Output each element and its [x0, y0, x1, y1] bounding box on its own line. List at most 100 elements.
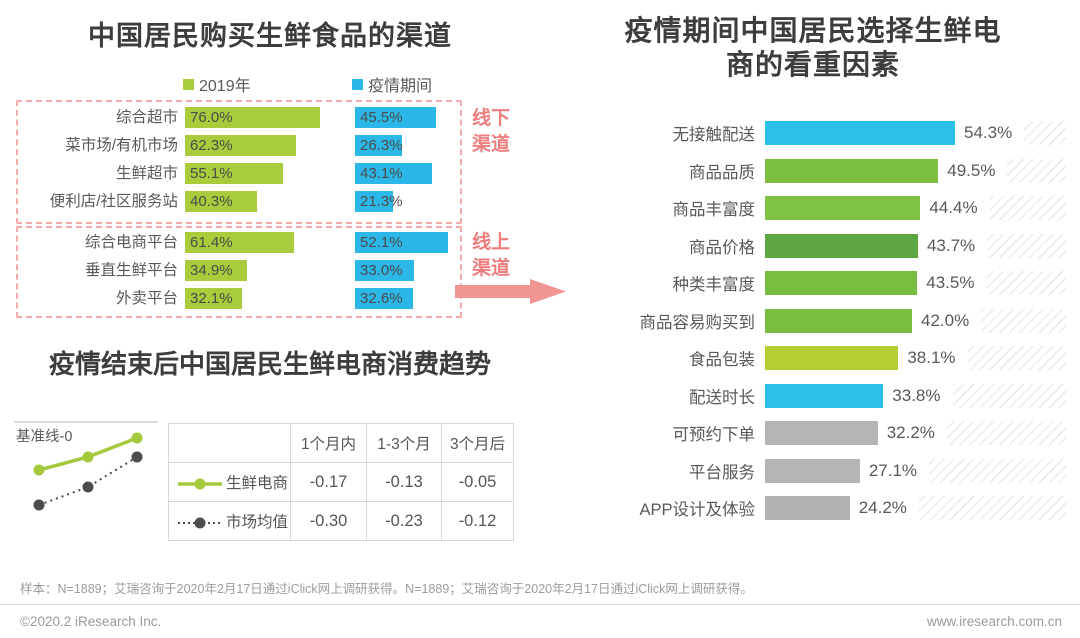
factor-row: APP设计及体验 24.2%: [560, 496, 1066, 520]
arrow-right-icon: [455, 279, 566, 304]
copyright: ©2020.2 iResearch Inc.: [20, 614, 162, 629]
online-group-box: [16, 226, 462, 318]
baseline-label: 基准线-0: [16, 429, 73, 445]
factor-label: 可预约下单: [672, 426, 756, 444]
bar-row: 综合电商平台 61.4% 52.1%: [16, 232, 462, 253]
table-cell: -0.05: [441, 462, 514, 502]
bar-row: 生鲜超市 55.1% 43.1%: [16, 163, 462, 184]
value-label: 43.1%: [360, 165, 403, 182]
bar-track: 42.0%: [765, 308, 1066, 333]
value-label: 27.1%: [868, 460, 918, 480]
table-header-cell: 1-3个月: [366, 423, 442, 463]
factor-label: 商品容易购买到: [639, 313, 756, 332]
bar-track: 33.8%: [765, 383, 1066, 408]
factor-bar: [765, 383, 884, 408]
bar-2019: 40.3%: [185, 191, 257, 212]
factor-row: 食品包装 38.1%: [560, 346, 1066, 370]
dotted-line-legend-icon: [177, 517, 222, 529]
legend-item-2019: 2019年: [183, 72, 251, 96]
bar-covid: 33.0%: [355, 260, 414, 281]
value-label: 40.3%: [190, 193, 233, 210]
bar-row: 综合超市 76.0% 45.5%: [16, 107, 462, 128]
row-label: 便利店/社区服务站: [49, 193, 178, 210]
value-label: 33.0%: [360, 262, 403, 279]
trend-line-chart: [14, 421, 158, 511]
factor-row: 平台服务 27.1%: [560, 458, 1066, 483]
factor-bar: [765, 233, 918, 258]
legend-swatch-green-icon: [183, 78, 194, 90]
bar-track: 27.1%: [765, 458, 1066, 483]
factor-label: 商品丰富度: [672, 201, 756, 219]
title-line: 商的看重因素: [725, 49, 900, 80]
series-legend: 市场均值: [168, 501, 291, 541]
sample-note: 样本：N=1889；艾瑞咨询于2020年2月17日通过iClick网上调研获得。…: [20, 582, 753, 596]
footer-divider: [0, 604, 1080, 605]
row-label: 外卖平台: [115, 290, 178, 307]
factor-bar: [765, 421, 878, 445]
series-legend: 生鲜电商: [168, 462, 291, 502]
table-cell: -0.12: [441, 501, 514, 541]
table-row: 生鲜电商 -0.17 -0.13 -0.05: [168, 462, 514, 502]
value-label: 24.2%: [858, 498, 907, 517]
legend-item-covid: 疫情期间: [352, 72, 432, 96]
factor-row: 商品丰富度 44.4%: [560, 196, 1066, 220]
factor-row: 可预约下单 32.2%: [560, 421, 1066, 445]
value-label: 76.0%: [190, 109, 233, 126]
solid-line-legend-icon: [177, 478, 222, 490]
bar-covid: 45.5%: [355, 107, 436, 128]
factor-row: 商品容易购买到 42.0%: [560, 308, 1066, 333]
table-corner-cell: [168, 423, 291, 463]
bar-covid: 21.3%: [355, 191, 403, 212]
factor-row: 商品品质 49.5%: [560, 158, 1066, 183]
value-label: 49.5%: [947, 160, 996, 180]
bar-track: 38.1%: [765, 346, 1066, 370]
bar-track: 24.2%: [765, 496, 1066, 520]
table-cell: -0.17: [290, 462, 367, 502]
bar-covid: 52.1%: [355, 232, 448, 253]
row-label: 垂直生鲜平台: [84, 262, 178, 279]
offline-group-box: [16, 100, 462, 224]
factor-row: 无接触配送 54.3%: [560, 121, 1066, 145]
bar-covid: 26.3%: [355, 135, 403, 156]
legend-label: 疫情期间: [368, 78, 433, 95]
row-label: 生鲜超市: [115, 165, 178, 182]
value-label: 45.5%: [360, 109, 403, 126]
trend-table: 1个月内 1-3个月 3个月后 生鲜电商 -0.17 -0.13 -0.05: [168, 423, 514, 541]
factor-label: 无接触配送: [672, 126, 756, 144]
bar-track: 43.5%: [765, 271, 1066, 295]
legend-label: 2019年: [199, 78, 251, 95]
value-label: 61.4%: [190, 234, 233, 251]
value-label: 55.1%: [190, 165, 233, 182]
value-label: 21.3%: [360, 193, 403, 210]
bar-2019: 34.9%: [185, 260, 248, 281]
bar-row: 便利店/社区服务站 40.3% 21.3%: [16, 191, 462, 212]
value-label: 54.3%: [964, 123, 1013, 142]
offline-channel-tag: 线下渠道: [472, 108, 511, 155]
value-label: 62.3%: [190, 137, 233, 154]
channels-chart-title: 中国居民购买生鲜食品的渠道: [88, 21, 452, 51]
factor-label: APP设计及体验: [639, 501, 755, 519]
factor-label: 平台服务: [689, 463, 755, 482]
table-header-cell: 1个月内: [290, 423, 367, 463]
bar-track: 54.3%: [765, 121, 1066, 145]
row-label: 综合超市: [115, 109, 178, 126]
bar-2019: 61.4%: [185, 232, 295, 253]
bar-row: 垂直生鲜平台 34.9% 33.0%: [16, 260, 462, 281]
value-label: 26.3%: [360, 137, 403, 154]
value-label: 43.5%: [926, 273, 975, 292]
factor-bar: [765, 496, 850, 520]
factor-bar: [765, 196, 921, 220]
factor-label: 配送时长: [689, 388, 755, 407]
table-header-row: 1个月内 1-3个月 3个月后: [168, 423, 514, 463]
title-line: 疫情期间中国居民选择生鲜电: [624, 15, 1002, 46]
bar-covid: 43.1%: [355, 163, 432, 184]
trend-chart-title: 疫情结束后中国居民生鲜电商消费趋势: [48, 349, 491, 379]
factor-bar: [765, 158, 939, 183]
bar-covid: 32.6%: [355, 288, 414, 309]
value-label: 32.1%: [190, 290, 233, 307]
factor-bar: [765, 121, 956, 145]
table-cell: -0.30: [290, 501, 367, 541]
bar-track: 49.5%: [765, 158, 1066, 183]
bar-track: 44.4%: [765, 196, 1066, 220]
